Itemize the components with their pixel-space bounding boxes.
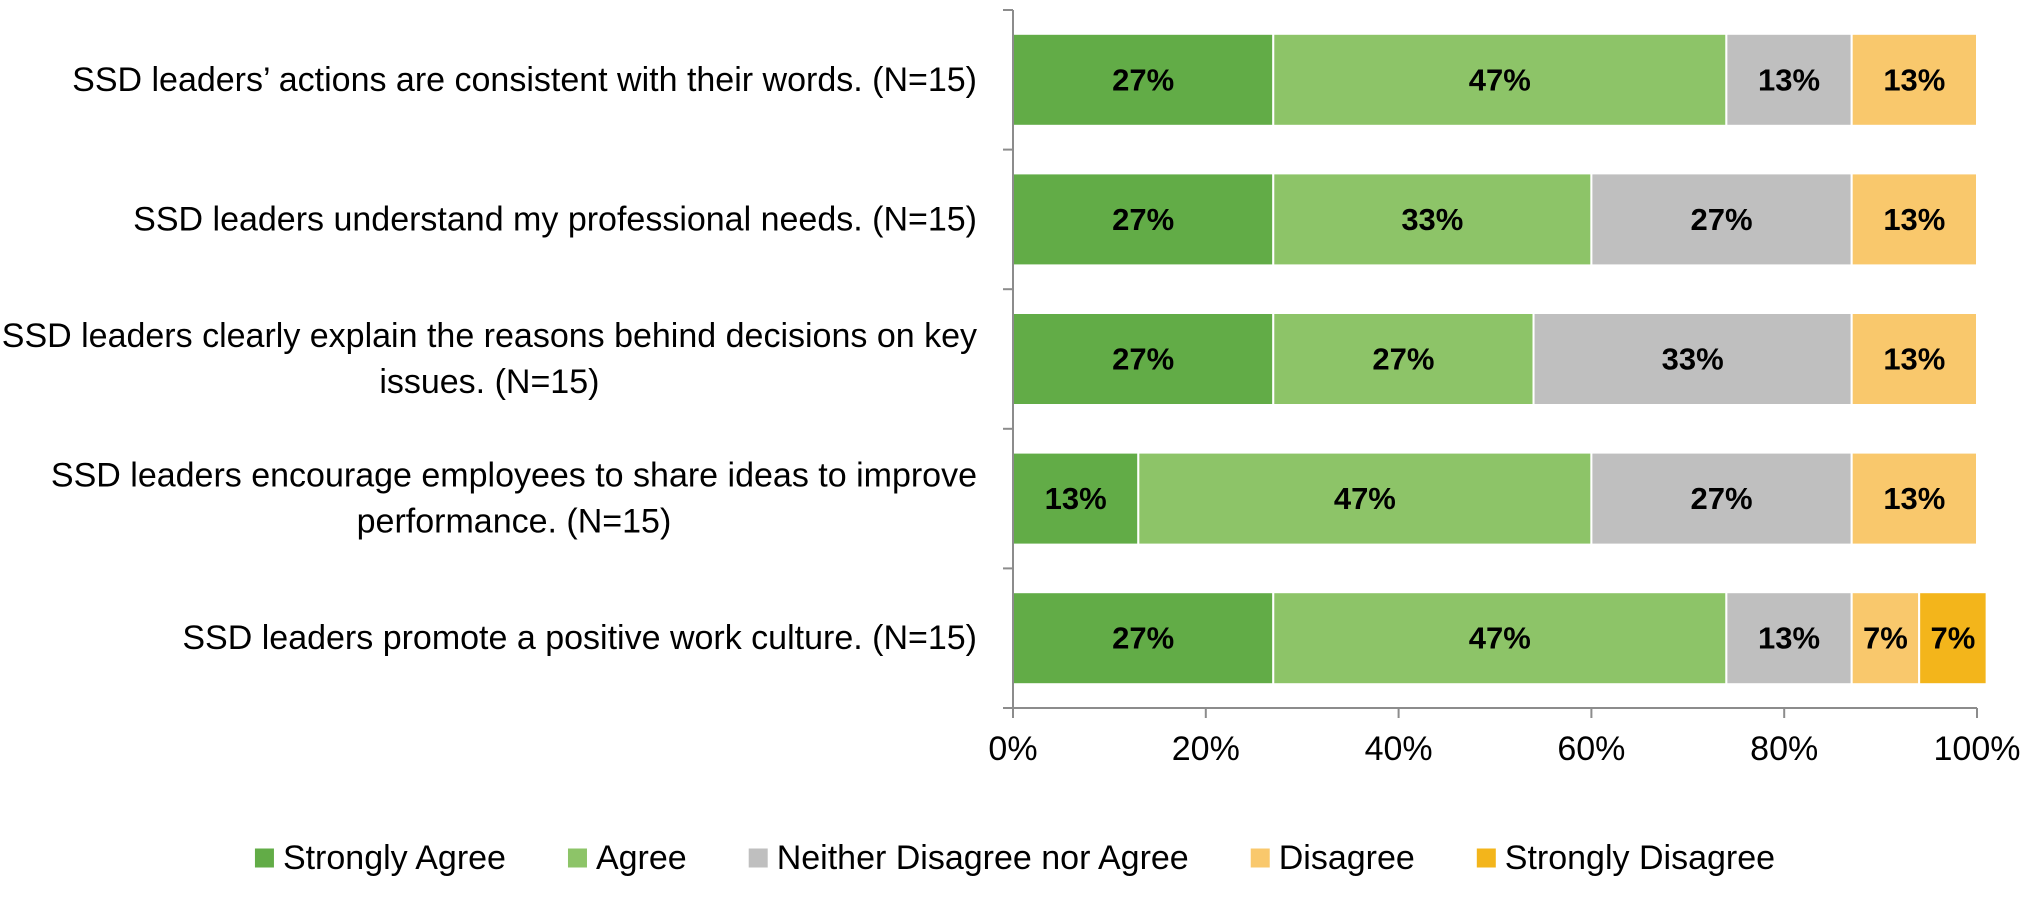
legend-label: Disagree bbox=[1279, 839, 1415, 877]
data-label: 27% bbox=[1691, 202, 1753, 237]
data-label: 13% bbox=[1883, 342, 1945, 377]
category-label-line: SSD leaders encourage employees to share… bbox=[51, 457, 977, 495]
x-tick-label: 20% bbox=[1172, 730, 1240, 768]
data-label: 7% bbox=[1930, 621, 1975, 656]
x-tick-label: 40% bbox=[1365, 730, 1433, 768]
category-label-line: issues. (N=15) bbox=[379, 363, 599, 401]
bar-segment bbox=[1725, 591, 1853, 686]
data-label: 13% bbox=[1045, 481, 1107, 516]
data-label: 13% bbox=[1883, 481, 1945, 516]
bar-segment bbox=[1012, 32, 1275, 127]
category-label: SSD leaders understand my professional n… bbox=[133, 200, 977, 238]
bar-segment bbox=[1012, 451, 1140, 546]
x-tick-label: 80% bbox=[1750, 730, 1818, 768]
x-tick-label: 0% bbox=[988, 730, 1037, 768]
legend-label: Agree bbox=[596, 839, 687, 877]
legend-swatch bbox=[1476, 848, 1496, 868]
bar-segment bbox=[1272, 32, 1728, 127]
category-label: SSD leaders promote a positive work cult… bbox=[182, 619, 977, 657]
legend-label: Neither Disagree nor Agree bbox=[777, 839, 1189, 877]
bar-segment bbox=[1850, 451, 1979, 546]
bar-segment bbox=[1012, 172, 1275, 267]
legend-swatch bbox=[567, 848, 587, 868]
category-label-line: SSD leaders clearly explain the reasons … bbox=[2, 317, 977, 355]
data-label: 27% bbox=[1691, 481, 1753, 516]
data-label: 13% bbox=[1758, 621, 1820, 656]
category-label: SSD leaders clearly explain the reasons … bbox=[2, 317, 977, 401]
data-label: 27% bbox=[1112, 621, 1174, 656]
bar-segment bbox=[1850, 172, 1979, 267]
bar-segment bbox=[1850, 591, 1921, 686]
bar-segment bbox=[1918, 591, 1988, 686]
bar-segment bbox=[1725, 32, 1853, 127]
legend-label: Strongly Disagree bbox=[1505, 839, 1775, 877]
data-label: 27% bbox=[1112, 62, 1174, 97]
bar-segment bbox=[1590, 172, 1853, 267]
legend-label: Strongly Agree bbox=[283, 839, 506, 877]
data-label: 7% bbox=[1863, 621, 1908, 656]
legend-swatch bbox=[254, 848, 274, 868]
data-label: 33% bbox=[1662, 342, 1724, 377]
data-label: 33% bbox=[1401, 202, 1463, 237]
category-label: SSD leaders’ actions are consistent with… bbox=[72, 61, 977, 99]
category-label: SSD leaders encourage employees to share… bbox=[51, 457, 977, 541]
data-label: 13% bbox=[1883, 62, 1945, 97]
bar-segment bbox=[1272, 172, 1593, 267]
bar-segment bbox=[1850, 32, 1979, 127]
bar-segment bbox=[1850, 312, 1979, 406]
data-label: 13% bbox=[1758, 62, 1820, 97]
legend-swatch bbox=[1250, 848, 1270, 868]
bar-segment bbox=[1137, 451, 1593, 546]
data-label: 47% bbox=[1334, 481, 1396, 516]
legend-swatch bbox=[748, 848, 768, 868]
data-label: 47% bbox=[1469, 62, 1531, 97]
data-label: 13% bbox=[1883, 202, 1945, 237]
data-label: 27% bbox=[1112, 202, 1174, 237]
x-tick-label: 100% bbox=[1934, 730, 2021, 768]
x-tick-label: 60% bbox=[1557, 730, 1625, 768]
data-label: 47% bbox=[1469, 621, 1531, 656]
bar-segment bbox=[1272, 312, 1535, 406]
bar-segment bbox=[1272, 591, 1728, 686]
data-label: 27% bbox=[1372, 342, 1434, 377]
data-label: 27% bbox=[1112, 342, 1174, 377]
category-label-line: performance. (N=15) bbox=[357, 503, 672, 541]
